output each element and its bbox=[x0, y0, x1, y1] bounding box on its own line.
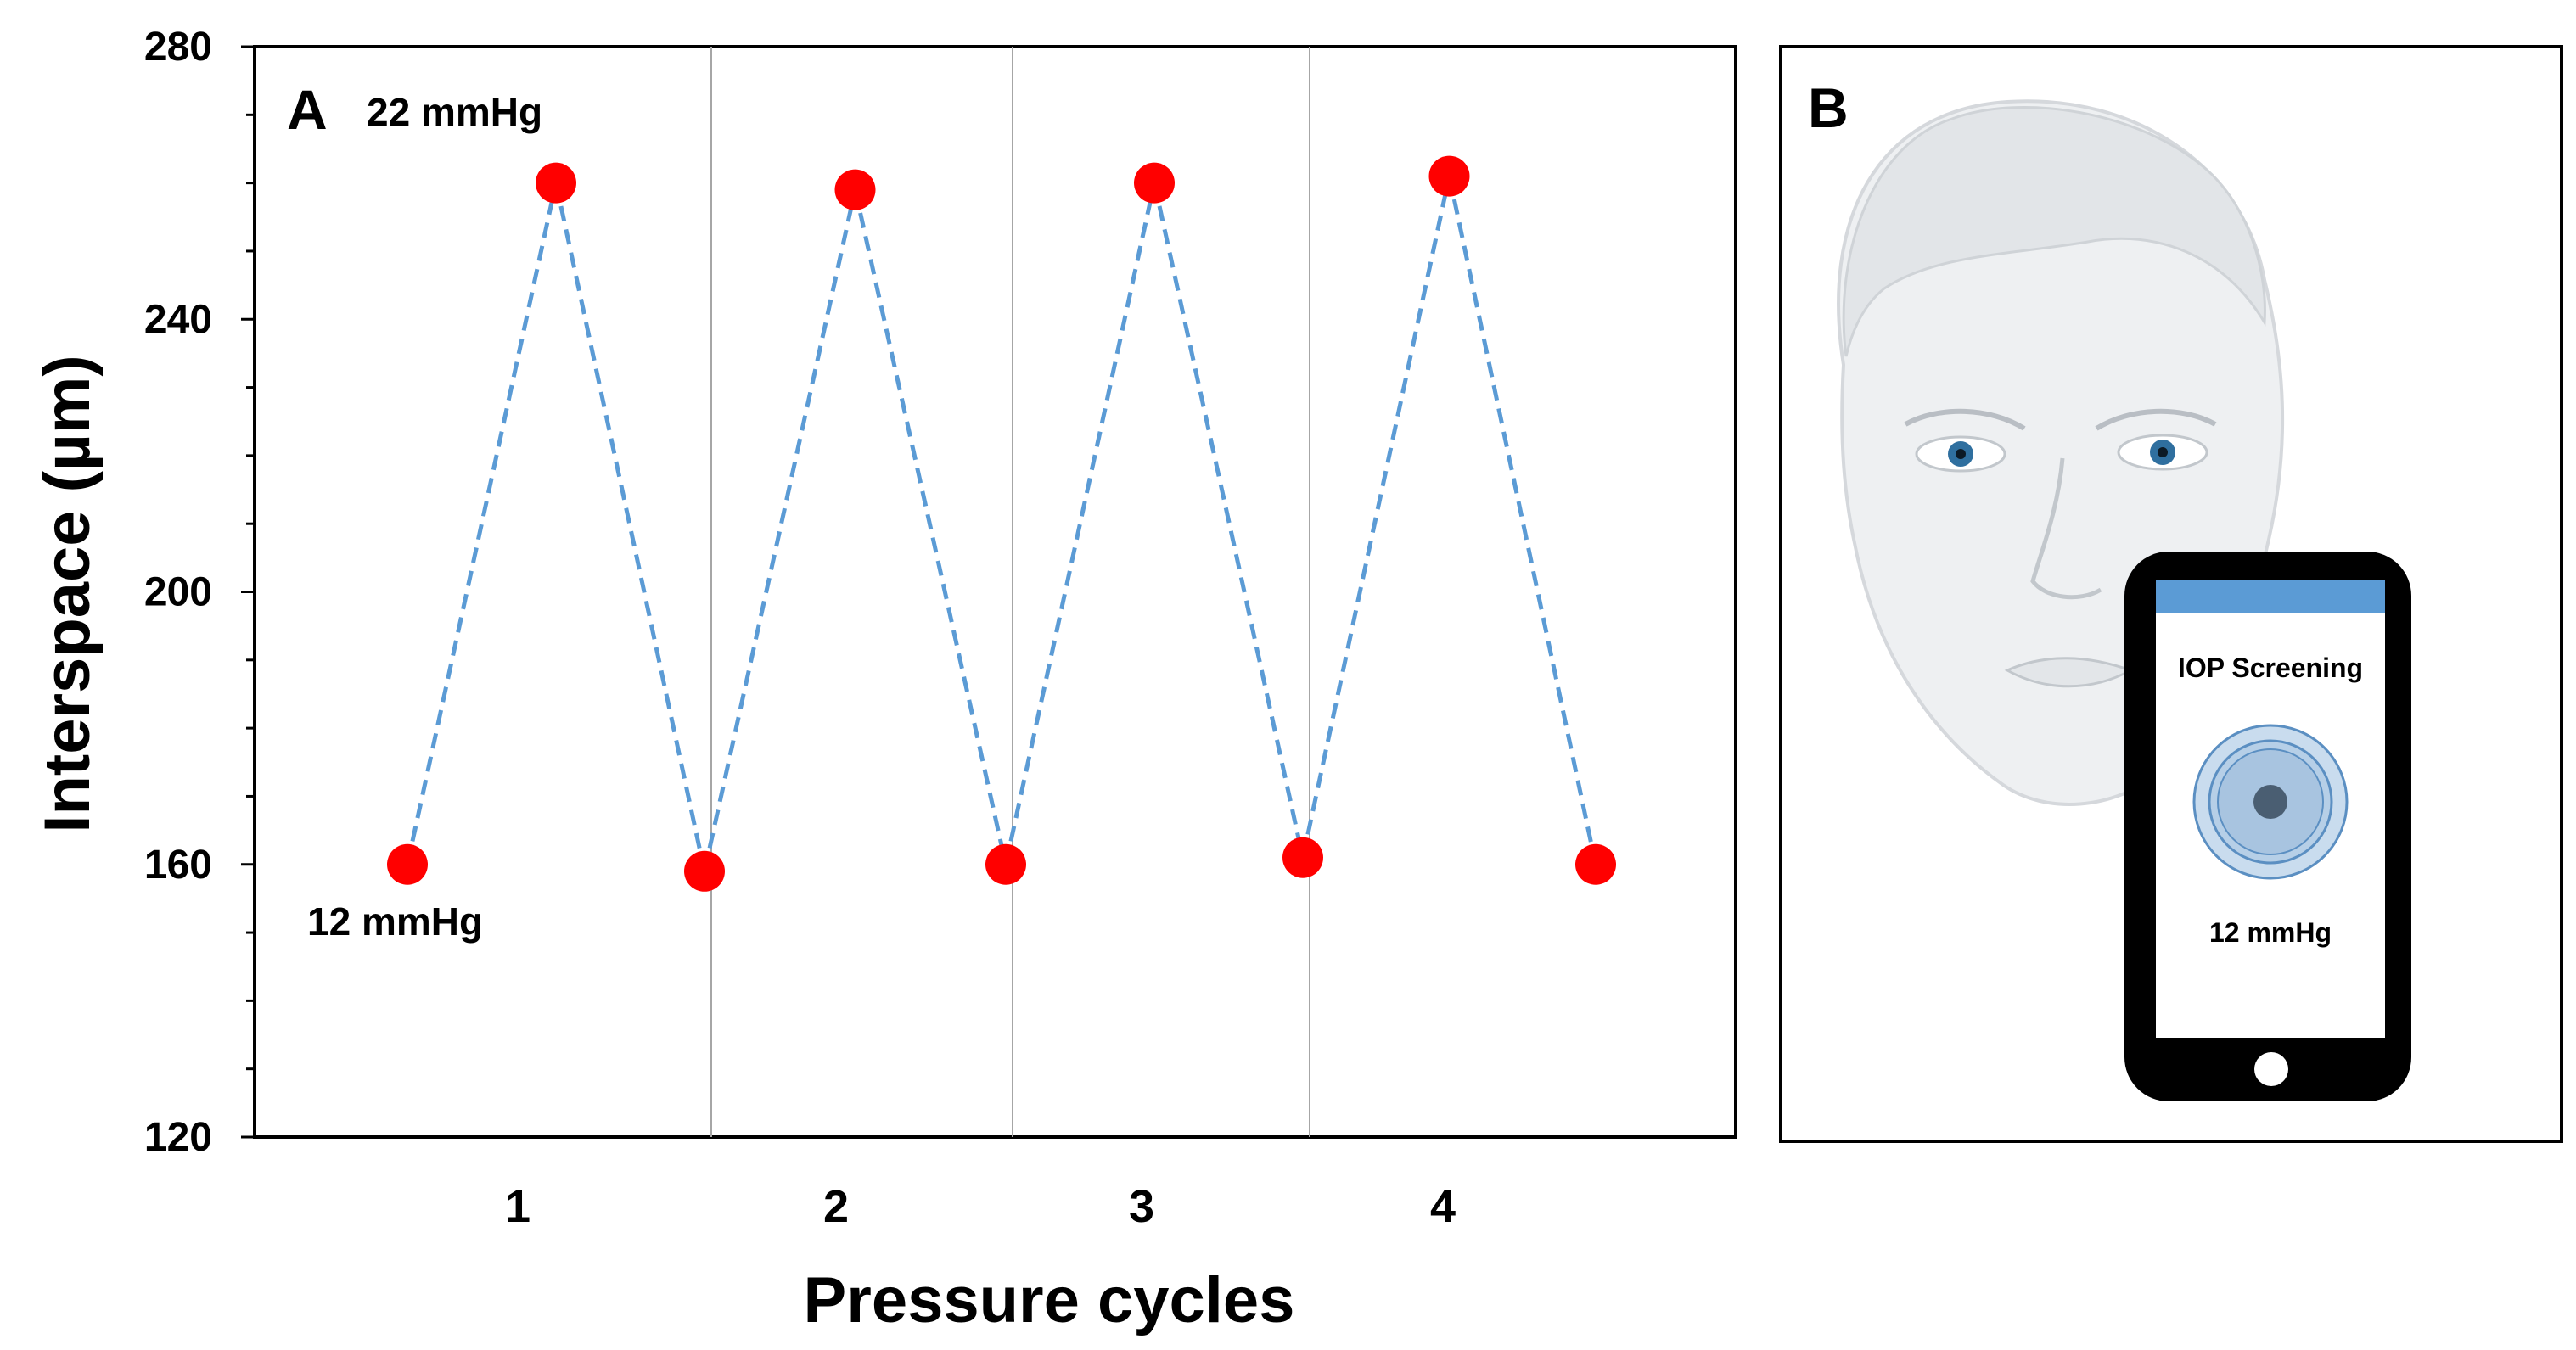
data-point-3 bbox=[684, 850, 725, 892]
y-tick-label-120: 120 bbox=[144, 1115, 212, 1160]
data-point-9 bbox=[1575, 843, 1616, 885]
line-segment-7 bbox=[1300, 176, 1451, 859]
data-point-2 bbox=[536, 162, 576, 204]
x-axis-tick-labels: 1 2 3 4 bbox=[505, 1181, 1456, 1232]
x-tick-label-1: 1 bbox=[505, 1181, 530, 1232]
line-segment-1 bbox=[405, 182, 558, 865]
annotation-12-mmhg: 12 mmHg bbox=[307, 899, 483, 944]
x-tick-label-3: 3 bbox=[1129, 1181, 1154, 1232]
line-segment-6 bbox=[1152, 182, 1305, 859]
line-segment-3 bbox=[702, 189, 857, 872]
iop-reading: 12 mmHg bbox=[2209, 917, 2332, 948]
line-segment-5 bbox=[1003, 182, 1157, 865]
panel-a-label: A bbox=[287, 78, 328, 141]
y-axis-tick-labels: 120 160 200 240 280 bbox=[144, 25, 212, 1160]
app-title: IOP Screening bbox=[2178, 653, 2363, 683]
smartphone: IOP Screening 12 mmHg bbox=[2124, 552, 2411, 1101]
hair-shape bbox=[1842, 106, 2266, 357]
panel-b-illustration: B IOP Screening bbox=[1779, 45, 2563, 1143]
data-point-4 bbox=[834, 169, 876, 210]
left-eyebrow bbox=[1904, 408, 2026, 431]
right-eyebrow bbox=[2095, 408, 2217, 431]
left-pupil bbox=[1956, 449, 1966, 459]
data-point-5 bbox=[985, 843, 1026, 885]
data-point-7 bbox=[1282, 837, 1323, 878]
x-tick-label-2: 2 bbox=[823, 1181, 849, 1232]
line-segment-4 bbox=[853, 189, 1008, 865]
x-axis-label: Pressure cycles bbox=[804, 1264, 1295, 1336]
y-tick-label-200: 200 bbox=[144, 570, 212, 615]
y-axis-ticks bbox=[241, 45, 255, 1139]
annotation-22-mmhg: 22 mmHg bbox=[367, 90, 542, 134]
right-pupil bbox=[2158, 447, 2168, 457]
plot-frame bbox=[253, 45, 1737, 1139]
y-tick-label-240: 240 bbox=[144, 297, 212, 342]
cycle-separators bbox=[710, 47, 1310, 1137]
panel-a-chart: 120 160 200 240 280 1 2 3 4 A 22 mmHg 12 mmHg P… bbox=[31, 25, 1737, 1336]
series-line bbox=[405, 176, 1598, 872]
home-button bbox=[2254, 1052, 2288, 1086]
y-tick-label-280: 280 bbox=[144, 25, 212, 70]
data-point-6 bbox=[1134, 162, 1175, 204]
x-tick-label-4: 4 bbox=[1430, 1181, 1456, 1232]
data-point-1 bbox=[387, 843, 428, 885]
data-point-8 bbox=[1428, 155, 1470, 197]
y-axis-label: Interspace (µm) bbox=[31, 355, 104, 832]
series-points bbox=[387, 155, 1616, 892]
app-header-bar bbox=[2156, 580, 2385, 613]
y-tick-label-160: 160 bbox=[144, 843, 212, 888]
nose bbox=[2030, 457, 2102, 600]
panel-b-label: B bbox=[1808, 76, 1849, 139]
iop-sensor-icon bbox=[2192, 724, 2349, 880]
